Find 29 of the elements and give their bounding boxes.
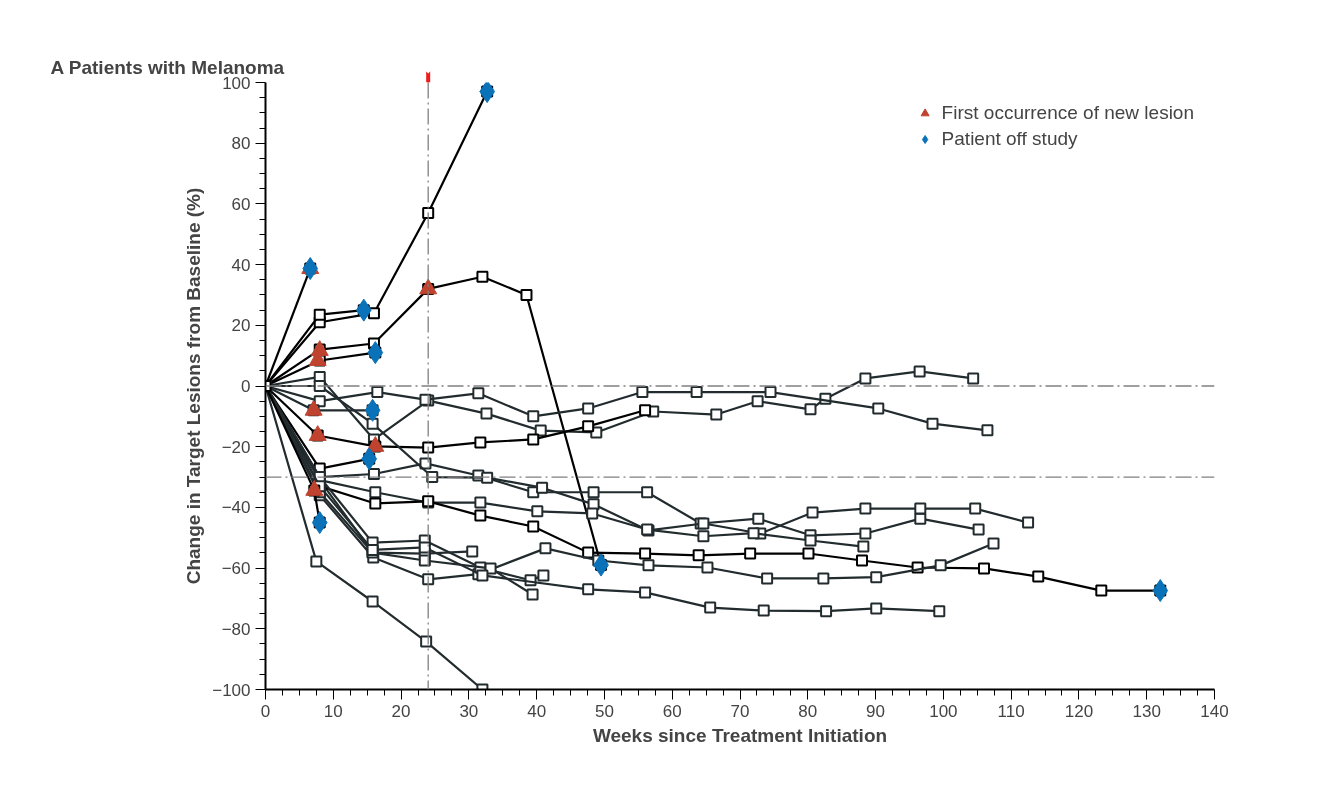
x-tick-label: 120 — [1064, 701, 1094, 721]
x-tick-label: 130 — [1132, 701, 1161, 721]
legend-label: First occurrence of new lesion — [941, 102, 1194, 124]
y-tick-label: 0 — [241, 377, 251, 396]
y-tick-label: −100 — [212, 680, 251, 700]
x-tick-label: 40 — [527, 701, 547, 721]
y-tick-label: 40 — [231, 255, 251, 275]
y-tick-label: 80 — [231, 134, 251, 154]
x-tick-label: 70 — [730, 701, 750, 721]
y-tick-label: −20 — [221, 437, 251, 457]
x-tick-label: 0 — [260, 701, 271, 721]
x-tick-label: 10 — [323, 701, 343, 721]
y-tick-label: 60 — [231, 194, 251, 214]
y-tick-label: −60 — [221, 559, 251, 579]
x-tick-label: 30 — [459, 701, 479, 721]
y-tick-label: −40 — [221, 498, 251, 518]
y-tick-label: −80 — [221, 619, 251, 639]
x-tick-label: 140 — [1200, 701, 1229, 721]
x-tick-label: 20 — [391, 701, 411, 721]
x-tick-label: 110 — [997, 701, 1025, 721]
x-tick-label: 90 — [866, 701, 886, 721]
x-tick-label: 50 — [594, 701, 614, 721]
y-tick-label: 20 — [231, 316, 251, 336]
legend-label: Patient off study — [941, 128, 1078, 150]
x-tick-label: 80 — [798, 701, 818, 721]
y-axis-title: Change in Target Lesions from Baseline (%) — [183, 187, 205, 585]
x-tick-label: 100 — [929, 701, 958, 721]
x-axis-title: Weeks since Treatment Initiation — [592, 724, 888, 746]
x-tick-label: 60 — [662, 701, 682, 721]
